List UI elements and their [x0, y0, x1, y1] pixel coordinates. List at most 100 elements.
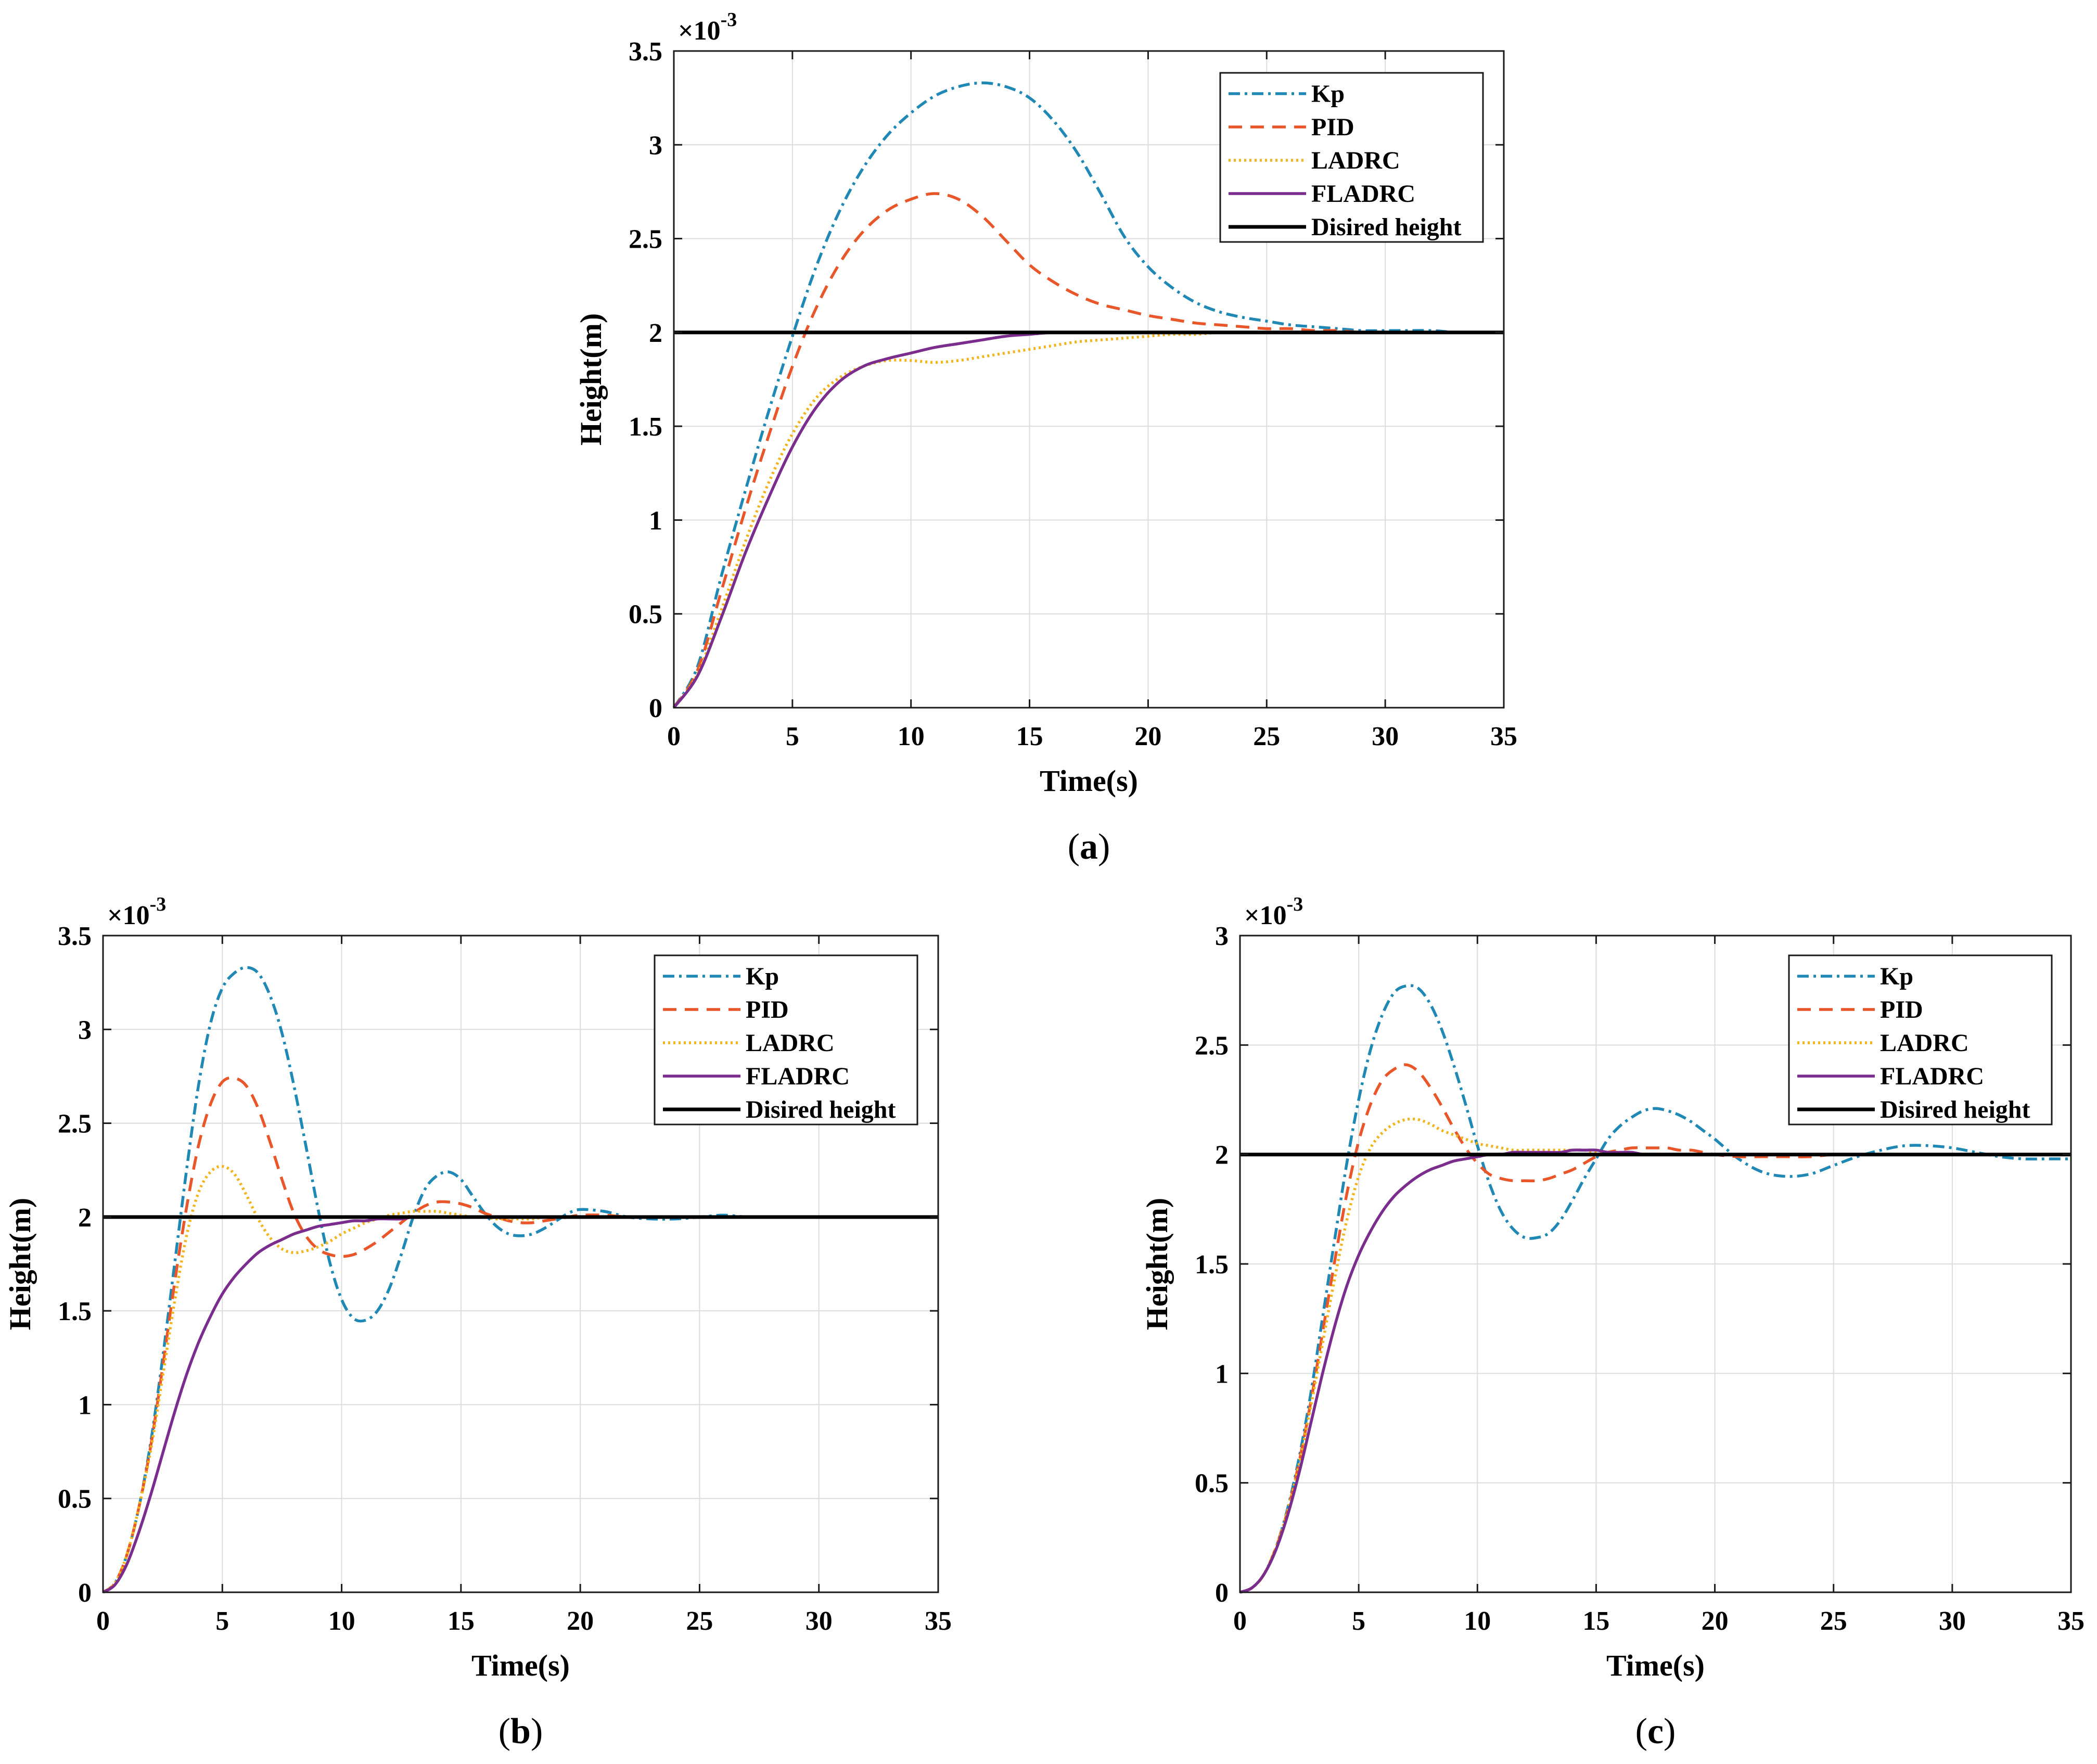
y-tick-label: 2.5 — [629, 225, 662, 254]
x-tick-label: 25 — [686, 1606, 713, 1636]
y-exponent-label: ×10-3 — [1244, 893, 1303, 930]
x-tick-label: 35 — [925, 1606, 952, 1636]
legend-box — [1788, 954, 2053, 1126]
caption-letter: b — [510, 1711, 531, 1752]
x-tick-label: 15 — [447, 1606, 475, 1636]
series-kp — [672, 81, 1504, 709]
x-tick-label: 0 — [667, 722, 681, 751]
x-tick-label: 15 — [1016, 722, 1043, 751]
x-tick-label: 5 — [1352, 1606, 1365, 1636]
legend-label-ladrc: LADRC — [1880, 1029, 1969, 1057]
legend: Kp PID LADRC FLADRC Disired height — [654, 954, 918, 1126]
exponent-power: -3 — [1287, 893, 1303, 915]
y-tick-label: 2 — [78, 1203, 92, 1233]
legend-label-fladrc: FLADRC — [1880, 1063, 1984, 1090]
x-axis-label: Time(s) — [1606, 1648, 1705, 1682]
ticks: 0 5 10 15 20 25 30 35 0 0.5 1 1.5 2 2.5 3 3.5 — [629, 37, 1517, 751]
y-axis-label: Height(m) — [3, 1198, 37, 1331]
caption-close-paren: ) — [1098, 827, 1110, 867]
legend-label-fladrc: FLADRC — [746, 1063, 850, 1090]
caption-close-paren: ) — [1664, 1711, 1676, 1752]
y-tick-label: 2.5 — [1195, 1031, 1229, 1060]
y-axis-label: Height(m) — [1140, 1198, 1174, 1331]
y-tick-label: 2 — [649, 318, 662, 348]
x-tick-label: 30 — [1939, 1606, 1966, 1636]
legend-label-desired: Disired height — [1311, 213, 1461, 241]
caption-open-paren: ( — [498, 1711, 510, 1752]
y-tick-label: 0.5 — [629, 600, 662, 630]
x-tick-label: 5 — [786, 722, 799, 751]
y-tick-label: 0 — [78, 1578, 92, 1608]
y-exponent-label: ×10-3 — [678, 9, 737, 46]
legend-label-pid: PID — [1880, 996, 1923, 1024]
exponent-power: -3 — [721, 9, 737, 31]
exponent-base: ×10 — [107, 901, 150, 930]
y-tick-label: 2 — [1215, 1141, 1229, 1170]
x-tick-label: 25 — [1820, 1606, 1847, 1636]
y-tick-label: 1 — [649, 506, 662, 535]
exponent-base: ×10 — [678, 16, 721, 46]
chart-b: 0 5 10 15 20 25 30 35 0 0.5 1 1.5 2 2.5 3 3.5 ×10-3 Time(… — [3, 893, 952, 1752]
caption-open-paren: ( — [1068, 827, 1080, 867]
y-tick-label: 0 — [649, 694, 662, 723]
caption-close-paren: ) — [531, 1711, 543, 1752]
legend-label-pid: PID — [746, 996, 789, 1024]
caption-letter: a — [1080, 827, 1098, 867]
y-tick-label: 3 — [1215, 922, 1229, 951]
legend-label-ladrc: LADRC — [1311, 147, 1400, 174]
x-axis-label: Time(s) — [471, 1648, 570, 1682]
y-tick-label: 0.5 — [1195, 1469, 1229, 1499]
caption-letter: c — [1647, 1711, 1664, 1752]
y-tick-label: 3.5 — [58, 922, 92, 951]
legend-box — [1219, 72, 1484, 243]
chart-a: 0 5 10 15 20 25 30 35 0 0.5 1 1.5 2 2.5 3 3.5 ×10-3 Time(… — [574, 9, 1517, 867]
legend-label-kp: Kp — [1880, 963, 1913, 990]
x-tick-label: 20 — [567, 1606, 594, 1636]
x-tick-label: 30 — [805, 1606, 833, 1636]
y-tick-label: 2.5 — [58, 1109, 92, 1139]
legend-label-kp: Kp — [1311, 80, 1345, 108]
caption-c: (c) — [1635, 1711, 1676, 1752]
x-tick-label: 20 — [1134, 722, 1161, 751]
x-tick-label: 10 — [328, 1606, 355, 1636]
y-exponent-label: ×10-3 — [107, 893, 166, 930]
y-axis-label: Height(m) — [574, 313, 608, 446]
x-tick-label: 35 — [1490, 722, 1517, 751]
series-kp — [1239, 984, 2071, 1594]
legend: Kp PID LADRC FLADRC Disired height — [1219, 72, 1484, 243]
legend-box — [654, 954, 918, 1126]
x-tick-label: 15 — [1582, 1606, 1609, 1636]
chart-c: 0 5 10 15 20 25 30 35 0 0.5 1 1.5 2 2.5 3 ×10-3 Time(s) H… — [1140, 893, 2085, 1752]
exponent-base: ×10 — [1244, 901, 1287, 930]
caption-open-paren: ( — [1635, 1711, 1647, 1752]
y-tick-label: 0.5 — [58, 1485, 92, 1514]
legend-label-pid: PID — [1311, 113, 1354, 141]
y-tick-label: 1 — [1215, 1359, 1229, 1389]
series-ladrc — [102, 1165, 938, 1594]
x-tick-label: 25 — [1253, 722, 1280, 751]
series-group — [672, 81, 1504, 709]
series-group — [1239, 984, 2071, 1594]
x-tick-label: 0 — [1233, 1606, 1247, 1636]
caption-a: (a) — [1068, 827, 1110, 867]
x-tick-label: 0 — [96, 1606, 110, 1636]
x-tick-label: 20 — [1702, 1606, 1729, 1636]
x-tick-label: 10 — [1464, 1606, 1491, 1636]
plot-area-border — [673, 50, 1505, 709]
y-tick-label: 1 — [78, 1390, 92, 1420]
exponent-power: -3 — [150, 893, 167, 915]
legend-label-ladrc: LADRC — [746, 1029, 835, 1057]
x-tick-label: 10 — [898, 722, 925, 751]
caption-b: (b) — [498, 1711, 543, 1752]
y-tick-label: 3 — [649, 131, 662, 160]
plot-area-border — [102, 935, 939, 1593]
y-tick-label: 1.5 — [629, 412, 662, 442]
y-tick-label: 1.5 — [58, 1297, 92, 1326]
y-tick-label: 1.5 — [1195, 1250, 1229, 1280]
y-tick-label: 0 — [1215, 1578, 1229, 1608]
legend-label-desired: Disired height — [1880, 1096, 2030, 1123]
legend: Kp PID LADRC FLADRC Disired height — [1788, 954, 2053, 1126]
x-tick-label: 35 — [2057, 1606, 2085, 1636]
legend-label-desired: Disired height — [746, 1096, 896, 1123]
